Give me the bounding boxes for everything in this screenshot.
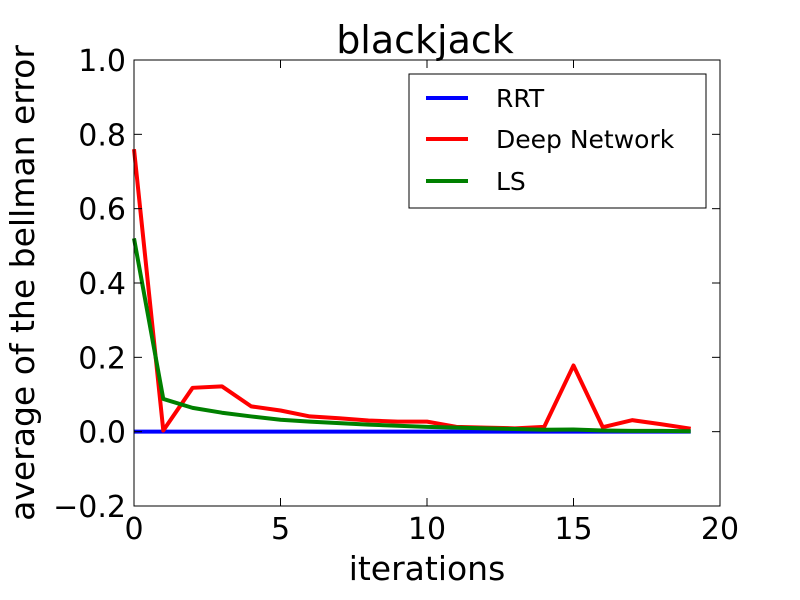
legend-label-deep-network: Deep Network <box>496 125 675 154</box>
y-tick-label: −0.2 <box>53 490 126 525</box>
y-tick-label: 1.0 <box>78 44 126 79</box>
x-tick-label: 5 <box>271 512 290 547</box>
y-tick-label: 0.4 <box>78 267 126 302</box>
x-tick-label: 20 <box>701 512 739 547</box>
y-axis-title: average of the bellman error <box>3 45 42 521</box>
series-line-ls <box>132 238 691 434</box>
x-axis-title: iterations <box>349 549 506 588</box>
y-tick-label: 0.6 <box>78 193 126 228</box>
legend-label-ls: LS <box>496 167 526 196</box>
legend: RRT Deep Network LS <box>408 73 707 209</box>
y-tick-label: 0.8 <box>78 118 126 153</box>
y-tick-label: 0.2 <box>78 341 126 376</box>
y-tick-label: 0.0 <box>78 416 126 451</box>
chart-title: blackjack <box>336 18 514 62</box>
x-tick-label: 10 <box>408 512 446 547</box>
series-line-deep-network <box>132 148 692 433</box>
legend-label-rrt: RRT <box>496 84 545 113</box>
x-tick-label: 15 <box>554 512 592 547</box>
x-tick-label: 0 <box>124 512 143 547</box>
